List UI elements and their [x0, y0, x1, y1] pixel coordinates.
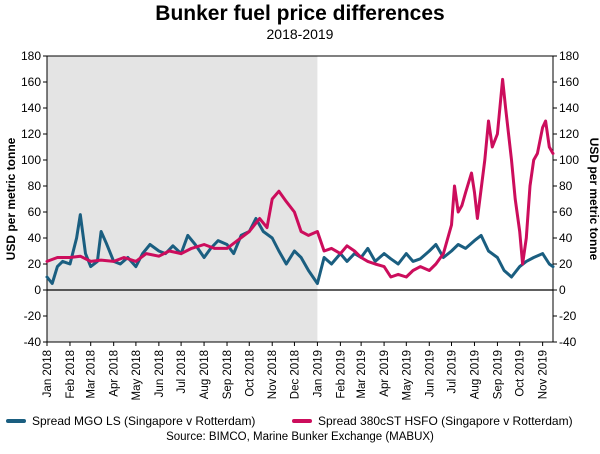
y-tick-label-left: 120: [21, 127, 41, 141]
legend-swatch-hsfo: [292, 419, 312, 423]
x-tick-label: Jun 2019: [424, 350, 436, 397]
y-tick-label-left: 160: [21, 75, 41, 89]
x-tick-label: Apr 2018: [109, 350, 121, 397]
x-tick-label: Jan 2019: [312, 350, 324, 397]
x-tick-label: May 2019: [401, 350, 413, 401]
x-tick-label: May 2018: [131, 350, 143, 401]
source-note: Source: BIMCO, Marine Bunker Exchange (M…: [166, 431, 434, 443]
chart-subtitle: 2018-2019: [266, 26, 334, 42]
y-tick-label-left: 140: [21, 101, 41, 115]
x-tick-label: Mar 2019: [356, 350, 368, 399]
y-tick-label-right: 40: [559, 231, 573, 245]
y-axis-title-right: USD per metric tonne: [587, 138, 600, 261]
series-line-hsfo: [45, 77, 555, 279]
y-tick-label-right: 180: [559, 49, 579, 63]
y-tick-label-left: 100: [21, 153, 41, 167]
x-tick-label: Feb 2019: [335, 350, 347, 399]
x-tick-label: Sep 2019: [492, 350, 504, 399]
y-tick-label-right: -40: [559, 335, 577, 349]
plot-frame: [46, 55, 554, 343]
x-tick-label: Aug 2018: [199, 350, 211, 399]
x-tick-label: Jul 2019: [447, 350, 459, 393]
x-tick-label: Sep 2018: [222, 350, 234, 399]
legend-item-mgo: Spread MGO LS (Singapore v Rotterdam): [6, 414, 255, 428]
y-tick-label-left: 180: [21, 49, 41, 63]
shaded-2018-region: [47, 56, 318, 342]
y-tick-label-right: 0: [559, 283, 566, 297]
y-tick-label-left: 60: [28, 205, 42, 219]
x-tick-label: Nov 2019: [538, 350, 550, 399]
y-tick-label-left: -40: [24, 335, 42, 349]
y-tick-label-right: 140: [559, 101, 579, 115]
y-tick-label-right: 160: [559, 75, 579, 89]
y-tick-label-left: 0: [34, 283, 41, 297]
x-tick-label: Oct 2018: [244, 350, 256, 397]
x-tick-label: Nov 2018: [267, 350, 279, 399]
y-axis-title-left: USD per metric tonne: [4, 137, 18, 260]
x-tick-label: Dec 2018: [289, 350, 301, 399]
y-tick-label-right: 100: [559, 153, 579, 167]
y-tick-label-right: 80: [559, 179, 573, 193]
y-tick-label-right: -20: [559, 309, 577, 323]
y-tick-label-right: 20: [559, 257, 573, 271]
x-tick-label: Jun 2018: [154, 350, 166, 397]
y-tick-label-left: 80: [28, 179, 42, 193]
x-tick-label: Oct 2019: [515, 350, 527, 397]
x-tick-label: Apr 2019: [379, 350, 391, 397]
chart-title: Bunker fuel price differences: [155, 2, 445, 25]
legend-swatch-mgo: [6, 419, 26, 423]
legend-item-hsfo: Spread 380cST HSFO (Singapore v Rotterda…: [292, 414, 573, 428]
y-tick-label-right: 120: [559, 127, 579, 141]
y-tick-label-right: 60: [559, 205, 573, 219]
x-tick-label: Mar 2018: [86, 350, 98, 399]
x-tick-label: Feb 2018: [65, 350, 77, 399]
y-tick-label-left: 20: [28, 257, 42, 271]
y-tick-label-left: 40: [28, 231, 42, 245]
x-tick-label: Aug 2019: [469, 350, 481, 399]
x-tick-label: Jan 2018: [42, 350, 54, 397]
legend-label-mgo: Spread MGO LS (Singapore v Rotterdam): [32, 414, 256, 428]
series-line-mgo: [45, 213, 555, 285]
x-tick-label: Jul 2018: [176, 350, 188, 393]
legend-label-hsfo: Spread 380cST HSFO (Singapore v Rotterda…: [318, 414, 573, 428]
y-tick-label-left: -20: [24, 309, 42, 323]
